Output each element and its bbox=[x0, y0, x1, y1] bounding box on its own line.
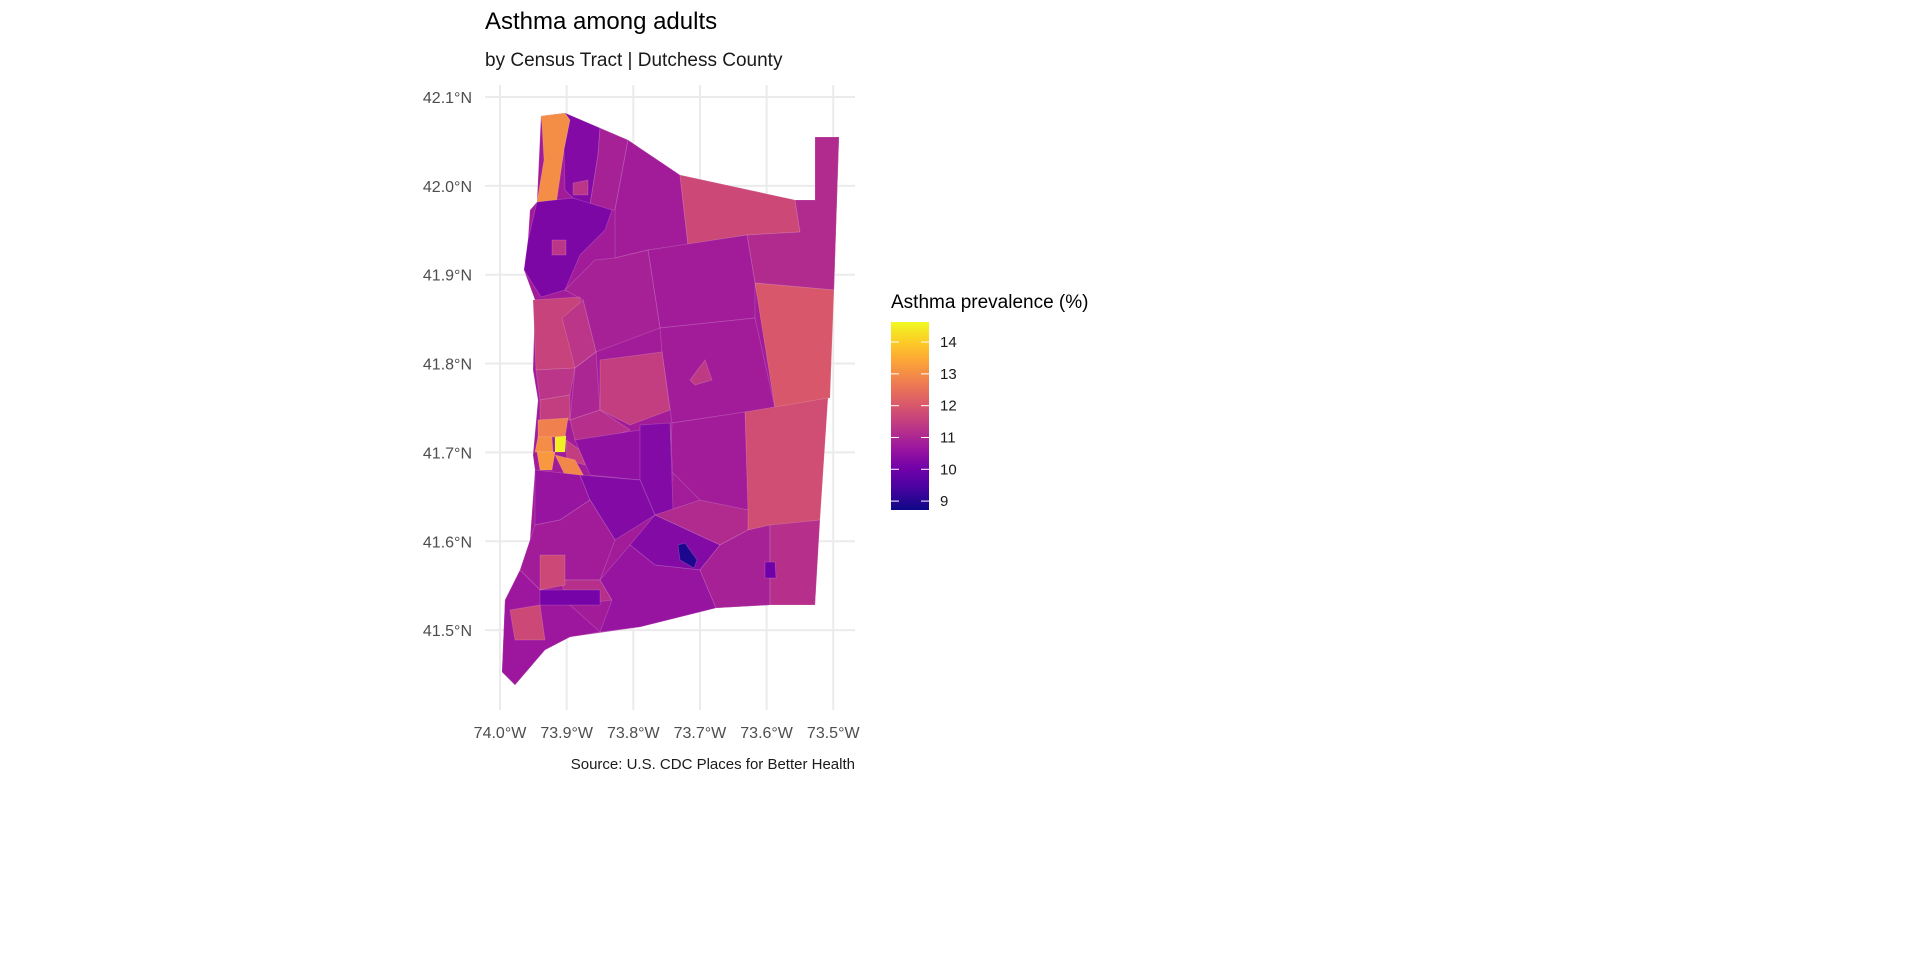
tract-south-west-2 bbox=[579, 474, 656, 541]
tract-south-east-small bbox=[764, 561, 777, 579]
x-tick-label: 73.5°W bbox=[807, 725, 861, 742]
y-tick-label: 41.5°N bbox=[423, 623, 472, 640]
tract-north-central bbox=[614, 139, 689, 259]
census-tracts bbox=[501, 112, 840, 686]
tract-north-small-2 bbox=[551, 239, 567, 256]
tract-central-pink bbox=[599, 351, 671, 426]
tract-southwest-corner bbox=[501, 569, 601, 686]
legend-label: 12 bbox=[940, 398, 957, 415]
legend-title: Asthma prevalence (%) bbox=[891, 292, 1088, 313]
x-axis-labels: 74.0°W 73.9°W 73.8°W 73.7°W 73.6°W 73.5°W bbox=[474, 725, 861, 742]
tract-southwest-corner-2 bbox=[509, 604, 546, 641]
legend-label: 9 bbox=[940, 493, 948, 510]
tract-east-south bbox=[744, 397, 829, 531]
tract-east-inner bbox=[689, 359, 713, 386]
x-tick-label: 73.9°W bbox=[540, 725, 594, 742]
chart-subtitle: by Census Tract | Dutchess County bbox=[485, 50, 783, 71]
tract-north-small-1 bbox=[572, 179, 589, 196]
y-tick-label: 41.9°N bbox=[423, 268, 472, 285]
tract-poughkeepsie-3 bbox=[565, 439, 586, 466]
tract-south-dark bbox=[677, 542, 698, 569]
y-tick-label: 42.1°N bbox=[423, 90, 472, 107]
tract-poughkeepsie-2 bbox=[554, 435, 567, 453]
legend-colorbar bbox=[891, 322, 929, 510]
tract-poughkeepsie-4 bbox=[536, 451, 556, 471]
tract-west-central-1 bbox=[564, 249, 661, 353]
y-axis-labels: 42.1°N 42.0°N 41.9°N 41.8°N 41.7°N 41.6°N 41.5… bbox=[423, 90, 472, 640]
x-tick-label: 73.7°W bbox=[674, 725, 728, 742]
y-tick-label: 41.7°N bbox=[423, 445, 472, 462]
tract-central-north bbox=[647, 234, 756, 329]
tract-south-east-1 bbox=[653, 499, 749, 546]
tract-west-5 bbox=[537, 417, 569, 438]
chart-title: Asthma among adults bbox=[485, 8, 717, 35]
x-tick-label: 73.6°W bbox=[740, 725, 794, 742]
tract-south-strip bbox=[539, 589, 601, 606]
tract-south-3 bbox=[769, 519, 821, 606]
tract-poughkeepsie-1 bbox=[534, 436, 554, 453]
legend: Asthma prevalence (%) 14 13 12 11 10 9 bbox=[891, 292, 1088, 510]
y-tick-label: 42.0°N bbox=[423, 179, 472, 196]
tract-south-west-5 bbox=[539, 554, 566, 591]
x-tick-label: 73.8°W bbox=[607, 725, 661, 742]
legend-label: 10 bbox=[940, 461, 957, 478]
tract-east-central bbox=[754, 282, 835, 409]
tract-west-river-north bbox=[523, 197, 613, 298]
legend-label: 13 bbox=[940, 366, 957, 383]
tract-central bbox=[659, 317, 776, 424]
y-tick-label: 41.8°N bbox=[423, 357, 472, 374]
y-tick-label: 41.6°N bbox=[423, 534, 472, 551]
chart-caption: Source: U.S. CDC Places for Better Healt… bbox=[571, 756, 855, 773]
legend-label: 11 bbox=[940, 429, 956, 446]
x-tick-label: 74.0°W bbox=[474, 725, 528, 742]
legend-label: 14 bbox=[940, 334, 957, 351]
